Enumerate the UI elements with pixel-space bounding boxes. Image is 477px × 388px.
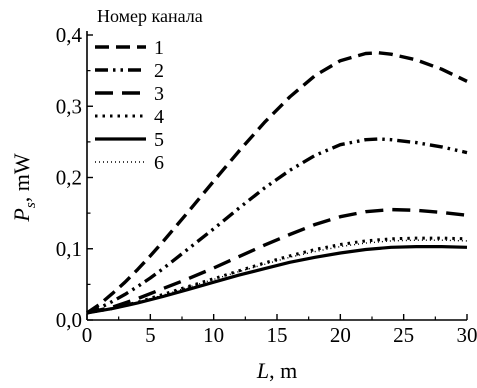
y-tick-label: 0,1: [56, 237, 82, 261]
x-tick-label: 5: [145, 323, 156, 347]
y-tick-label: 0,4: [56, 23, 83, 47]
plot-layer: [86, 51, 468, 315]
y-axis-unit: , mW: [9, 153, 34, 202]
series-line-3: [86, 207, 468, 315]
legend-label-5: 5: [154, 129, 164, 151]
legend-label-6: 6: [154, 152, 164, 174]
series-line-5: [86, 245, 468, 315]
legend-label-4: 4: [154, 106, 164, 128]
x-tick-label: 30: [457, 323, 477, 347]
y-axis-var: P: [9, 208, 34, 222]
x-axis-title: L, m: [256, 358, 297, 383]
y-axis-sub: s: [23, 202, 39, 208]
y-tick-label: 0,3: [56, 94, 82, 118]
axes-layer: 0 5 10 15 20 25 300,00,10,20,30,4L, mPs, mW: [9, 23, 477, 383]
y-tick-label: 0,2: [56, 166, 82, 190]
x-axis-var: L: [256, 358, 269, 383]
series-line-1: [86, 51, 468, 315]
legend-title: Номер канала: [97, 6, 203, 26]
x-tick-label: 10: [203, 323, 224, 347]
x-tick-label: 25: [393, 323, 414, 347]
y-axis-title: Ps, mW: [9, 153, 39, 222]
x-tick-label: 0: [82, 323, 93, 347]
legend-label-3: 3: [154, 83, 164, 105]
x-axis-unit: , m: [269, 358, 297, 383]
x-tick-label: 15: [267, 323, 288, 347]
x-tick-label: 20: [330, 323, 351, 347]
series-line-2: [86, 137, 468, 315]
legend-label-1: 1: [154, 37, 164, 59]
y-tick-label: 0,0: [56, 308, 82, 332]
legend-label-2: 2: [154, 60, 164, 82]
